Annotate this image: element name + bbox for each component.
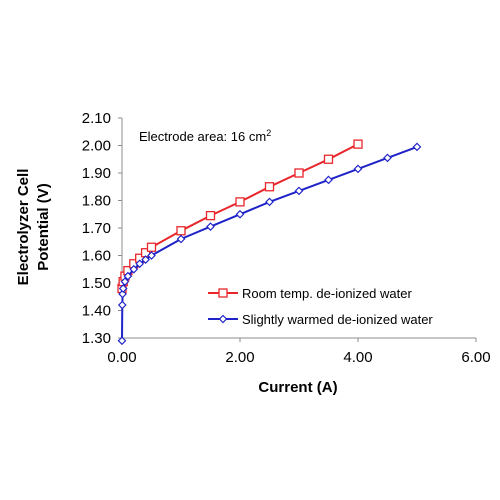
series-1-point <box>235 197 245 207</box>
series-2-point <box>235 209 245 219</box>
series-2-point <box>141 255 150 264</box>
y-tick-label: 1.90 <box>82 165 111 182</box>
legend-label: Slightly warmed de-ionized water <box>242 312 433 327</box>
series-2-point <box>120 277 130 286</box>
series-2-point <box>383 153 392 163</box>
axes <box>118 117 477 342</box>
series-1-point <box>264 182 275 192</box>
y-tick-label: 1.70 <box>82 220 111 237</box>
x-axis-title: Current (A) <box>258 379 337 396</box>
y-tick-label: 2.10 <box>82 110 111 127</box>
x-tick-label: 6.00 <box>461 349 490 366</box>
series-1-point <box>323 154 334 164</box>
y-tick-label: 1.30 <box>82 330 111 347</box>
series-1-point <box>176 226 186 236</box>
series-2-point <box>324 175 333 185</box>
y-axis-title-line-2: Potential (V) <box>35 183 52 271</box>
y-tick-label: 2.00 <box>82 138 111 155</box>
x-tick-label: 0.00 <box>107 349 136 366</box>
y-tick-label: 1.80 <box>82 193 111 210</box>
series-1-point <box>294 168 304 178</box>
x-tick-label: 2.00 <box>225 349 254 366</box>
legend-label: Room temp. de-ionized water <box>242 286 412 301</box>
tick-labels: 1.30 1.40 1.50 1.60 1.70 1.80 1.90 2.00 2.10 0.00… <box>82 110 491 366</box>
series-2-point <box>118 284 128 293</box>
series-2-point <box>176 234 186 244</box>
y-tick-label: 1.60 <box>82 248 111 265</box>
y-axis-title-line-1: Electrolyzer Cell <box>15 169 32 286</box>
series-2-point <box>353 164 363 174</box>
y-tick-label: 1.40 <box>82 303 111 320</box>
annotation-text: Electrode area: 16 cm <box>139 129 266 144</box>
electrode-area-annotation: Electrode area: 16 cm2 <box>139 128 271 144</box>
series-2-point <box>147 251 156 260</box>
legend-swatch-marker <box>218 314 228 324</box>
series-2 <box>117 142 422 346</box>
legend: Room temp. de-ionized water Slightly warm… <box>208 286 433 327</box>
legend-item-1: Room temp. de-ionized water <box>208 286 412 301</box>
series-2-point <box>129 264 139 274</box>
series-2-point <box>412 142 422 152</box>
series-2-point <box>206 222 215 231</box>
y-tick-label: 1.50 <box>82 275 111 292</box>
annotation-superscript: 2 <box>266 128 271 138</box>
series-1-point <box>205 210 216 221</box>
series-2-point <box>265 197 274 207</box>
series-2-point <box>118 289 127 299</box>
series-2-point <box>123 271 133 281</box>
legend-item-2: Slightly warmed de-ionized water <box>208 312 433 327</box>
series-2-point <box>117 336 127 346</box>
series-layer <box>117 139 422 346</box>
y-axis-title: Electrolyzer Cell Potential (V) <box>15 169 52 286</box>
series-1-point <box>353 139 363 149</box>
series-2-point <box>135 259 145 269</box>
series-1-point <box>146 242 157 252</box>
series-2-point <box>294 186 304 196</box>
x-tick-label: 4.00 <box>343 349 372 366</box>
series-2-point <box>117 300 127 310</box>
legend-swatch-marker <box>218 288 228 298</box>
